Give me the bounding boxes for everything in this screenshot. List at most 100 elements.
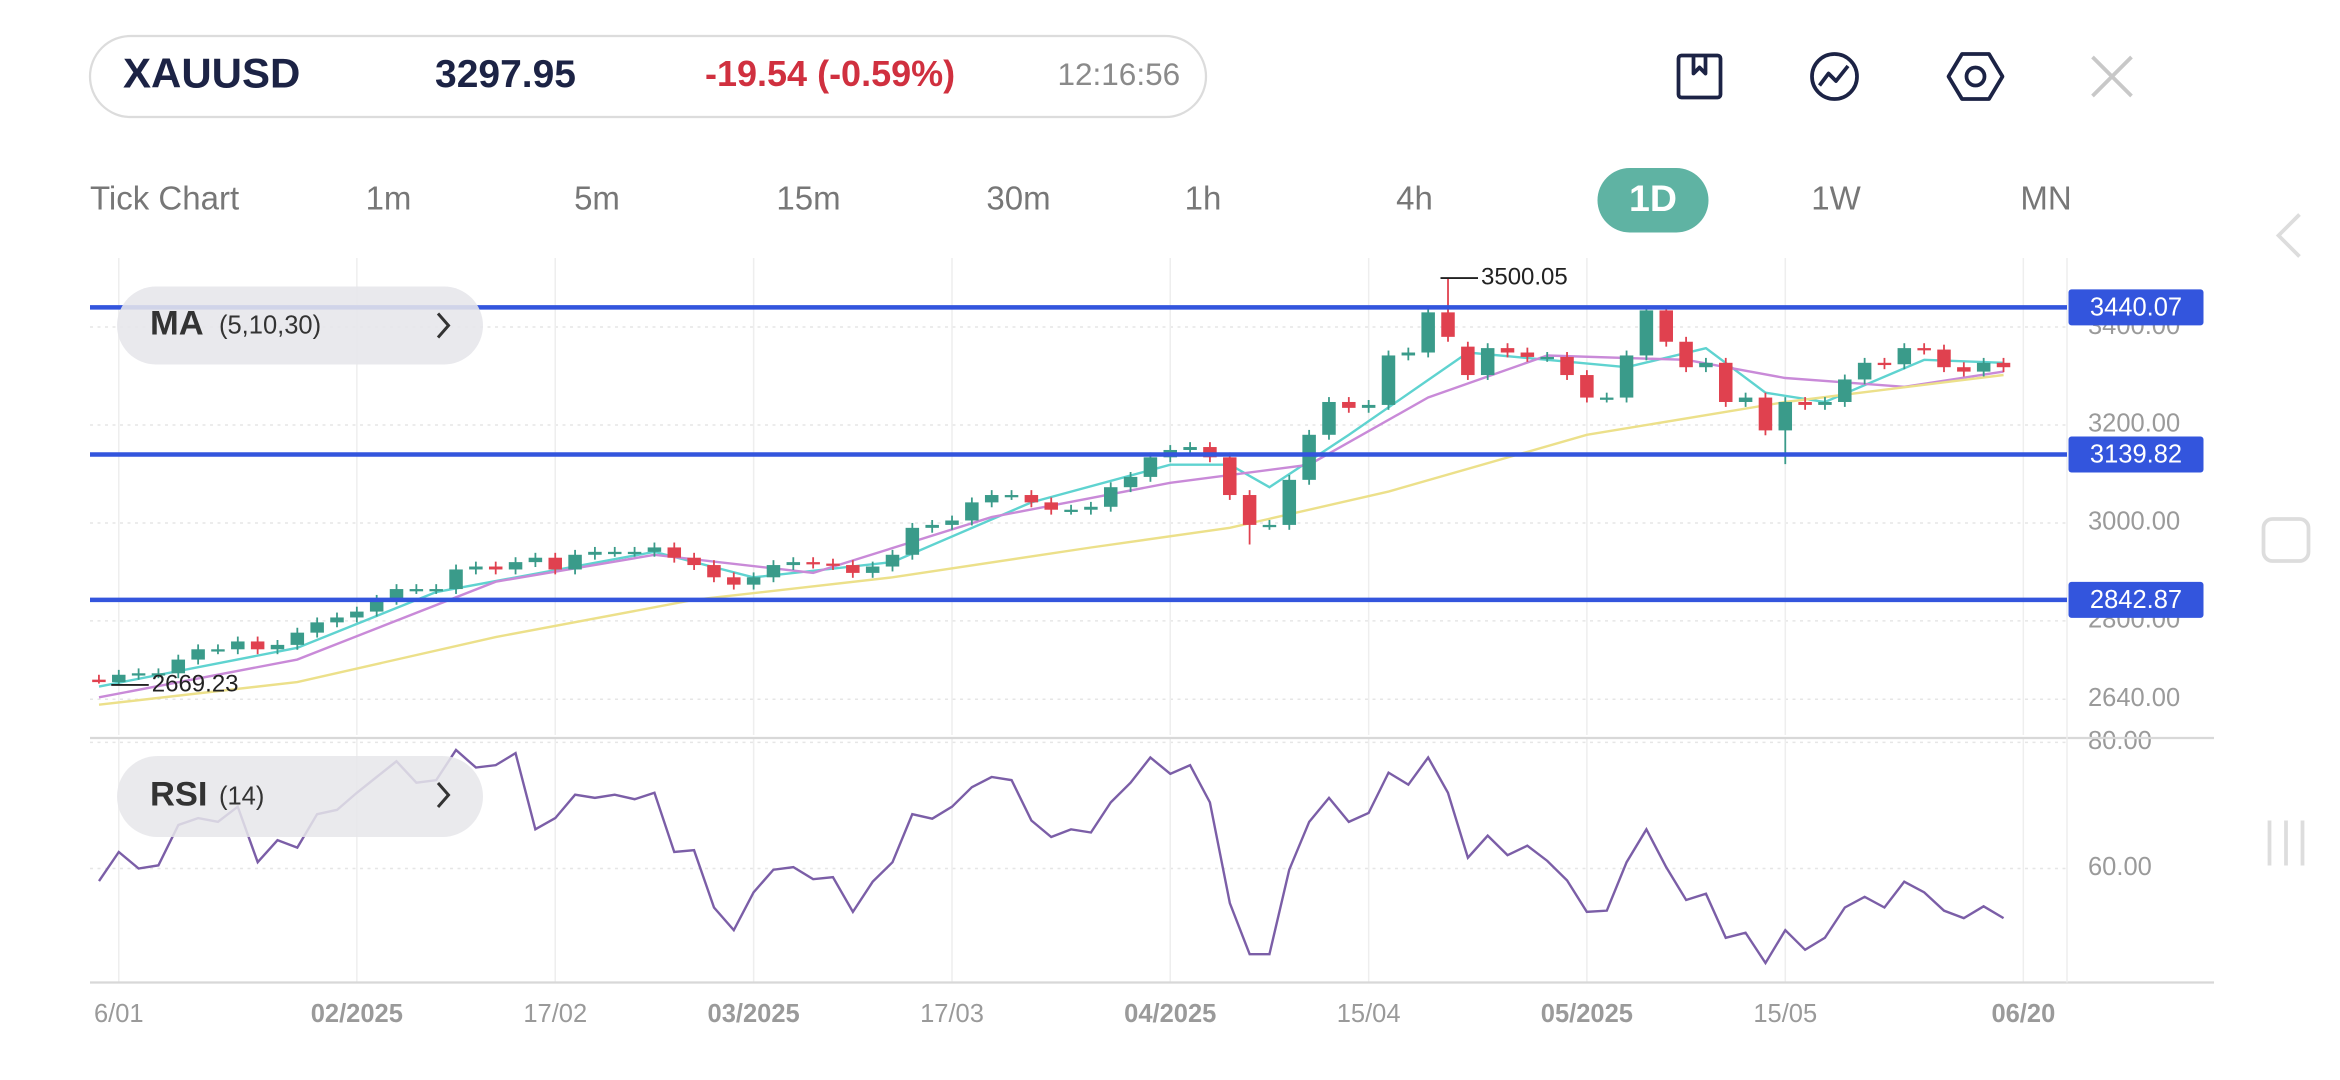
candle-body	[588, 551, 602, 555]
candle-body	[647, 547, 662, 552]
timeframe-button[interactable]: MN	[2020, 180, 2071, 217]
candle-body	[1421, 312, 1435, 353]
candle-body	[627, 551, 642, 555]
candle-body	[727, 577, 741, 585]
candle-body	[92, 679, 106, 683]
timeframe-button[interactable]: 1h	[1185, 180, 1222, 217]
candle-body	[171, 659, 186, 674]
candle-body	[1500, 348, 1515, 353]
candle-body	[1679, 341, 1693, 368]
candle-body	[1877, 362, 1892, 366]
x-tick-label: 6/01	[94, 1000, 144, 1028]
candle-body	[885, 554, 900, 567]
candle-body	[1123, 476, 1138, 488]
timeframe-button[interactable]: Tick Chart	[90, 180, 239, 217]
settings-button[interactable]	[1946, 52, 2005, 101]
candle-body	[865, 566, 880, 573]
level-label: 3440.07	[2090, 294, 2182, 322]
candle-body	[1302, 434, 1316, 480]
candle-body	[965, 502, 979, 521]
rsi-name: RSI	[150, 776, 208, 814]
candle-body	[1441, 312, 1455, 337]
candle-body	[826, 563, 840, 566]
close-button[interactable]	[2091, 55, 2133, 98]
candle-body	[846, 565, 860, 573]
timeframe-button[interactable]: 1W	[1811, 180, 1861, 217]
y-tick-label: 2640.00	[2088, 684, 2180, 712]
candle-body	[746, 577, 761, 585]
candle-body	[330, 617, 344, 623]
candle-body	[1976, 362, 1991, 372]
quote-bar	[88, 34, 1208, 119]
side-collapse[interactable]	[2275, 213, 2301, 258]
candle-body	[488, 566, 503, 570]
candle-body	[1957, 367, 1971, 372]
symbol: XAUUSD	[123, 50, 300, 97]
candle-body	[508, 562, 523, 570]
candle-body	[1183, 447, 1197, 450]
indicator-button[interactable]	[1810, 52, 1859, 101]
x-tick-label: 05/2025	[1541, 1000, 1633, 1028]
y-tick-label: 3000.00	[2088, 508, 2180, 536]
candle-body	[945, 520, 959, 525]
timeframe-button[interactable]: 4h	[1396, 180, 1433, 217]
candle-body	[310, 622, 324, 633]
candle-body	[1322, 401, 1336, 435]
candle-body	[1818, 401, 1832, 405]
candle-body	[1480, 348, 1495, 376]
candle-body	[1282, 479, 1297, 525]
candle-body	[905, 527, 920, 555]
candle-body	[1381, 355, 1396, 405]
candle-body	[211, 649, 225, 652]
timeframe-active	[1597, 168, 1709, 233]
y-tick-label: 3200.00	[2088, 410, 2180, 438]
timeframe-button[interactable]: 1D	[1629, 177, 1677, 219]
candle-body	[1401, 352, 1416, 356]
candle-body	[389, 589, 404, 600]
candle-body	[449, 569, 463, 590]
price: 3297.95	[435, 53, 576, 96]
candle-body	[250, 641, 265, 650]
candle-body	[1242, 495, 1257, 525]
candle-body	[1143, 457, 1158, 477]
candle-body	[1103, 487, 1118, 507]
candle-body	[925, 524, 939, 528]
timeframe-bar: Tick Chart 1m 5m 15m 30m 1h 4h 1D 1W MN	[90, 168, 2072, 233]
timeframe-button[interactable]: 5m	[574, 180, 620, 217]
timeframe-button[interactable]: 15m	[776, 180, 840, 217]
side-window[interactable]	[2261, 517, 2311, 563]
timeframe-button[interactable]: 1m	[366, 180, 412, 217]
candle-body	[608, 551, 622, 555]
candle-body	[469, 566, 483, 570]
candle-body	[1937, 349, 1951, 368]
rsi-pill[interactable]: RSI (14)	[117, 756, 483, 837]
rsi-tick-label: 80.00	[2088, 727, 2152, 755]
candle-body	[1262, 524, 1277, 528]
candle-body	[151, 673, 166, 676]
ma-line	[98, 354, 2004, 699]
side-menu[interactable]	[2267, 820, 2305, 866]
level-label: 3139.82	[2090, 441, 2182, 469]
candle-body	[1361, 404, 1376, 408]
candle-body	[131, 673, 146, 676]
rsi-tick-label: 60.00	[2088, 853, 2152, 881]
extreme-label: 3500.05	[1481, 263, 1568, 290]
candle-body	[1699, 362, 1713, 368]
candle-body	[1738, 397, 1753, 402]
bookmark-button[interactable]	[1676, 53, 1723, 100]
ma-params: (5,10,30)	[219, 312, 321, 340]
candle-body	[1996, 362, 2011, 368]
x-tick-label: 06/20	[1991, 1000, 2055, 1028]
level-tag	[2068, 289, 2204, 326]
x-tick-label: 04/2025	[1124, 1000, 1216, 1028]
candle-body	[1044, 502, 1058, 510]
ma-pill[interactable]: MA (5,10,30)	[117, 286, 483, 365]
candle-body	[1798, 401, 1812, 405]
level-tag	[2068, 436, 2204, 473]
x-tick-label: 03/2025	[708, 1000, 800, 1028]
candle-body	[231, 641, 245, 650]
candle-body	[112, 674, 126, 683]
timeframe-button[interactable]: 30m	[986, 180, 1050, 217]
